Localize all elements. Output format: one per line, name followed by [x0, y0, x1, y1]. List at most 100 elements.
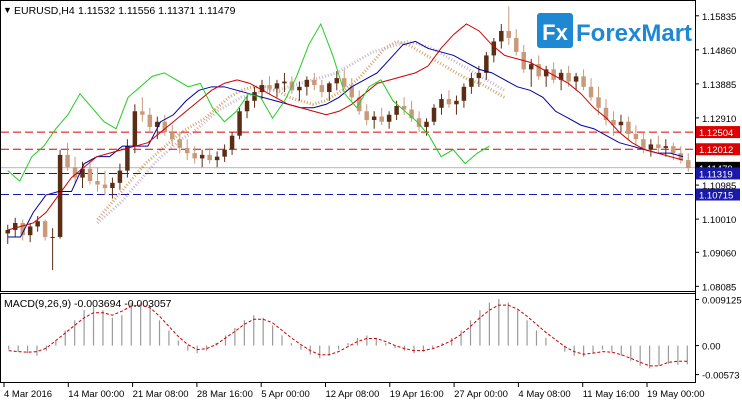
- candle-body: [342, 78, 347, 87]
- candle-body: [514, 37, 519, 52]
- candle-body: [327, 83, 332, 93]
- candle-body: [439, 99, 444, 108]
- price-tick-label: 1.10985: [702, 181, 736, 192]
- candle-body: [267, 85, 272, 89]
- candle-body: [229, 135, 235, 150]
- price-tick-label: 1.14860: [702, 46, 736, 57]
- candlesticks: [5, 6, 691, 271]
- candle-body: [334, 78, 340, 84]
- time-tick-label: 19 Apr 16:00: [390, 389, 444, 400]
- candle-body: [184, 147, 190, 154]
- candle-body: [611, 119, 616, 126]
- candle-body: [454, 100, 459, 105]
- price-tick-label: 1.15835: [702, 12, 736, 23]
- candle-body: [5, 229, 10, 234]
- time-tick-label: 19 May 00:00: [647, 389, 705, 400]
- candle-body: [349, 86, 354, 98]
- candle-body: [132, 111, 138, 147]
- kijun-sen-line: [7, 40, 684, 238]
- candle-body: [401, 106, 407, 110]
- candle-body: [155, 121, 160, 127]
- candle-body: [543, 69, 549, 77]
- candle-body: [110, 182, 115, 189]
- candle-body: [177, 139, 182, 148]
- candle-body: [626, 121, 631, 134]
- macd-label: MACD(9,26,9) -0.003694 -0.003057: [4, 298, 172, 310]
- price-label-tag: [696, 188, 740, 201]
- candle-body: [170, 132, 175, 140]
- candle-body: [558, 72, 564, 80]
- time-tick-label: 11 May 16:00: [583, 389, 640, 400]
- candle-body: [551, 69, 556, 80]
- candle-body: [199, 154, 205, 159]
- time-tick-label: 5 Apr 00:00: [261, 389, 310, 400]
- candle-body: [656, 144, 661, 148]
- candle-body: [446, 99, 452, 105]
- candle-body: [259, 85, 265, 93]
- candle-body: [364, 111, 369, 120]
- price-label-tag: [696, 126, 740, 139]
- candle-body: [207, 154, 212, 161]
- candle-body: [536, 64, 541, 77]
- candle-body: [304, 79, 310, 87]
- chikou-span-line: [7, 22, 490, 182]
- price-label-tag: [696, 143, 740, 156]
- candle-body: [20, 222, 25, 236]
- macd-signal-line: [8, 304, 688, 367]
- macd-tick-label: 0.009125: [702, 295, 742, 306]
- candle-body: [603, 107, 609, 120]
- candle-body: [319, 85, 325, 93]
- price-tick-label: 1.13885: [702, 80, 736, 91]
- candle-body: [663, 146, 669, 148]
- time-tick-label: 28 Mar 16:00: [197, 389, 253, 400]
- time-tick-label: 4 Mar 2016: [4, 389, 52, 400]
- candle-body: [102, 184, 108, 189]
- candle-body: [641, 139, 646, 150]
- candle-body: [50, 236, 55, 238]
- price-label-text: 1.10715: [699, 191, 733, 202]
- time-axis: 4 Mar 2016 14 Mar 00:00 21 Mar 08:00 28 Mar…: [3, 383, 705, 400]
- candle-body: [386, 114, 392, 122]
- candle-body: [192, 153, 197, 159]
- candle-body: [476, 72, 482, 79]
- ohlc-label: 1.11532 1.11556 1.11371 1.11479: [78, 5, 236, 17]
- candle-body: [484, 55, 489, 73]
- candle-body: [12, 222, 18, 230]
- candle-body: [35, 221, 40, 227]
- time-tick-label: 14 Mar 00:00: [68, 389, 124, 400]
- candle-body: [409, 109, 414, 119]
- time-tick-label: 27 Apr 00:00: [454, 389, 508, 400]
- candle-body: [596, 97, 601, 108]
- candle-body: [686, 160, 691, 168]
- candle-body: [648, 144, 654, 150]
- candle-body: [618, 121, 624, 126]
- candle-body: [162, 121, 168, 133]
- dropdown-arrow-icon[interactable]: ▼: [3, 5, 12, 15]
- candle-body: [140, 111, 145, 115]
- candle-body: [461, 86, 467, 101]
- candle-body: [244, 100, 250, 112]
- ichimoku-lines: [7, 22, 684, 238]
- candle-body: [297, 86, 302, 91]
- price-tick-label: 1.12910: [702, 114, 736, 125]
- candle-body: [117, 170, 123, 183]
- candle-body: [678, 153, 684, 161]
- price-axis: 1.15835 1.14860 1.13885 1.12910 1.10985 1.100…: [695, 12, 736, 293]
- macd-tick-label: 0.00: [702, 342, 721, 353]
- candle-body: [42, 221, 48, 237]
- candle-body: [394, 106, 399, 115]
- candle-body: [633, 133, 639, 140]
- candle-body: [588, 86, 594, 98]
- candle-body: [491, 41, 497, 56]
- price-label-text: 1.12012: [699, 145, 733, 156]
- candle-body: [87, 168, 93, 182]
- candle-body: [431, 107, 437, 122]
- time-tick-label: 4 May 08:00: [518, 389, 570, 400]
- candle-body: [95, 181, 100, 185]
- candle-body: [237, 111, 242, 136]
- candle-body: [581, 76, 586, 87]
- candle-body: [469, 78, 474, 87]
- price-tick-label: 1.10010: [702, 215, 736, 226]
